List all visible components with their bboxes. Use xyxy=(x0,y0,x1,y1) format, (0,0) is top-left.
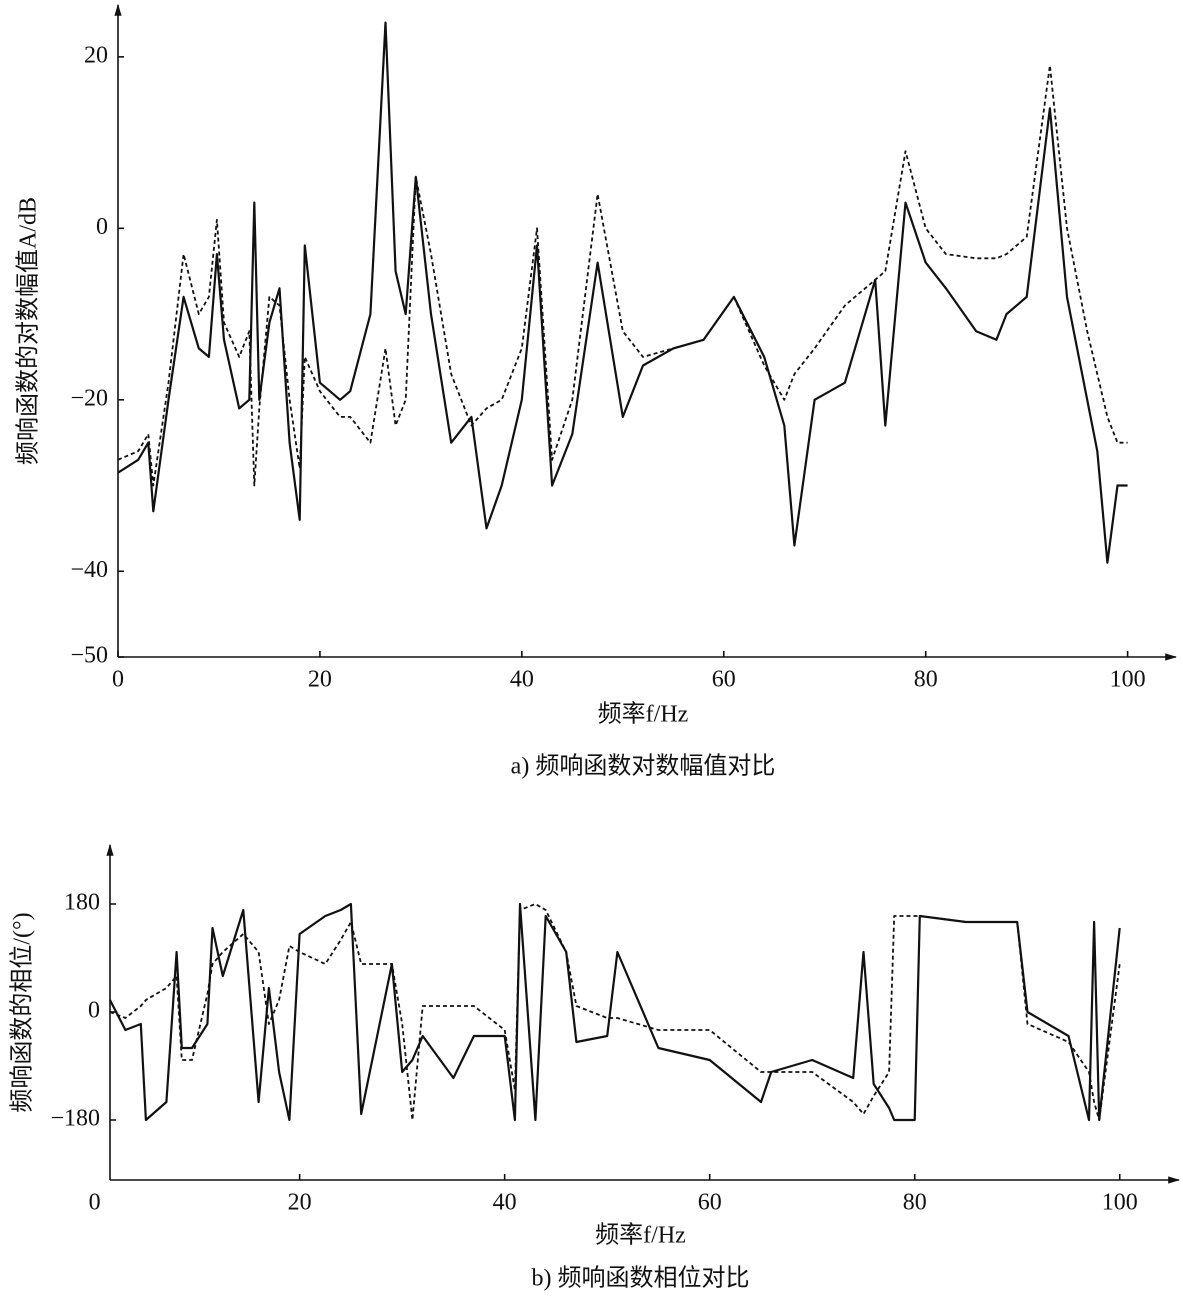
y-tick-label: 0 xyxy=(88,998,100,1024)
x-tick-label: 100 xyxy=(1110,667,1146,693)
chart-caption: b) 频响函数相位对比 xyxy=(532,1265,750,1292)
x-tick-label: 0 xyxy=(89,1190,101,1216)
x-tick-label: 100 xyxy=(1102,1190,1138,1216)
x-tick-label: 20 xyxy=(288,1190,312,1216)
x-tick-label: 80 xyxy=(914,667,938,693)
y-tick-label: 20 xyxy=(84,42,108,68)
series-line xyxy=(117,21,1128,564)
y-tick-label: −20 xyxy=(70,385,108,411)
x-tick-label: 60 xyxy=(712,667,736,693)
x-tick-label: 40 xyxy=(493,1190,517,1216)
x-tick-label: 80 xyxy=(903,1190,927,1216)
y-tick-label: 0 xyxy=(96,214,108,240)
x-axis-label: 频率f/Hz xyxy=(595,1222,686,1249)
y-axis-label: 频响函数的相位/(°) xyxy=(9,912,36,1112)
y-tick-label: −50 xyxy=(70,643,108,669)
chart-caption: a) 频响函数对数幅值对比 xyxy=(511,753,776,780)
y-axis-label: 频响函数的对数幅值A/dB xyxy=(15,197,42,465)
series-line xyxy=(109,903,1121,1121)
x-axis-label: 频率f/Hz xyxy=(598,701,689,728)
x-tick-label: 40 xyxy=(510,667,534,693)
y-tick-label: 180 xyxy=(64,890,100,916)
series-line xyxy=(109,902,1121,1122)
series-line xyxy=(117,64,1128,487)
x-tick-label: 20 xyxy=(308,667,332,693)
x-tick-label: 60 xyxy=(698,1190,722,1216)
y-tick-label: −40 xyxy=(70,557,108,583)
x-tick-label: 0 xyxy=(112,667,124,693)
y-tick-label: −180 xyxy=(50,1106,100,1132)
